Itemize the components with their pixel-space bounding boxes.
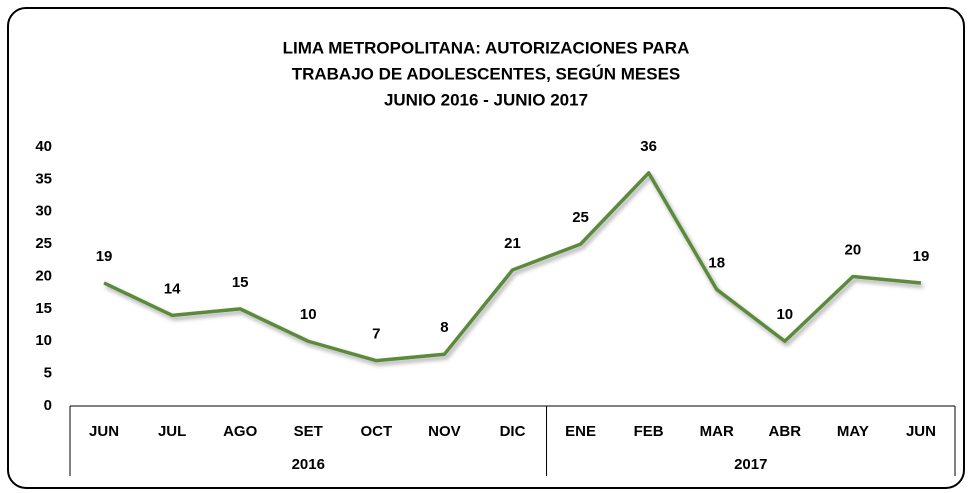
data-label: 20 (845, 241, 862, 258)
y-tick-label: 0 (44, 397, 52, 414)
chart-title: JUNIO 2016 - JUNIO 2017 (384, 90, 588, 109)
frame (7, 7, 965, 489)
x-tick-label: OCT (361, 423, 393, 440)
chart-title: LIMA METROPOLITANA: AUTORIZACIONES PARA (283, 38, 690, 57)
data-label: 19 (913, 248, 930, 265)
data-label: 19 (96, 248, 113, 265)
y-tick-label: 35 (35, 170, 52, 187)
y-tick-label: 40 (35, 138, 52, 155)
data-label: 14 (164, 280, 181, 297)
x-tick-label: ENE (565, 423, 596, 440)
data-label: 15 (232, 274, 249, 291)
data-label: 18 (708, 254, 725, 271)
chart-title: TRABAJO DE ADOLESCENTES, SEGÚN MESES (292, 64, 681, 83)
y-tick-label: 30 (35, 203, 52, 220)
x-tick-label: FEB (634, 423, 664, 440)
data-label: 7 (372, 326, 380, 343)
x-tick-label: MAY (837, 423, 869, 440)
y-tick-label: 20 (35, 267, 52, 284)
data-label: 21 (504, 235, 521, 252)
x-tick-label: ABR (769, 423, 802, 440)
x-tick-label: DIC (500, 423, 526, 440)
y-tick-label: 10 (35, 332, 52, 349)
x-tick-label: JUN (906, 423, 936, 440)
x-tick-label: JUL (158, 423, 186, 440)
group-label: 2016 (292, 456, 325, 473)
y-tick-label: 5 (44, 365, 52, 382)
data-label: 10 (776, 306, 793, 323)
y-tick-label: 15 (35, 300, 52, 317)
x-tick-label: NOV (428, 423, 461, 440)
line (103, 171, 922, 363)
x-tick-label: AGO (223, 423, 258, 440)
data-label: 10 (300, 306, 317, 323)
x-tick-label: MAR (700, 423, 734, 440)
data-label: 25 (572, 209, 589, 226)
y-tick-label: 25 (35, 235, 52, 252)
data-label: 8 (440, 319, 448, 336)
data-label: 36 (640, 138, 657, 155)
x-tick-label: SET (294, 423, 323, 440)
x-tick-label: JUN (89, 423, 119, 440)
group-label: 2017 (734, 456, 767, 473)
